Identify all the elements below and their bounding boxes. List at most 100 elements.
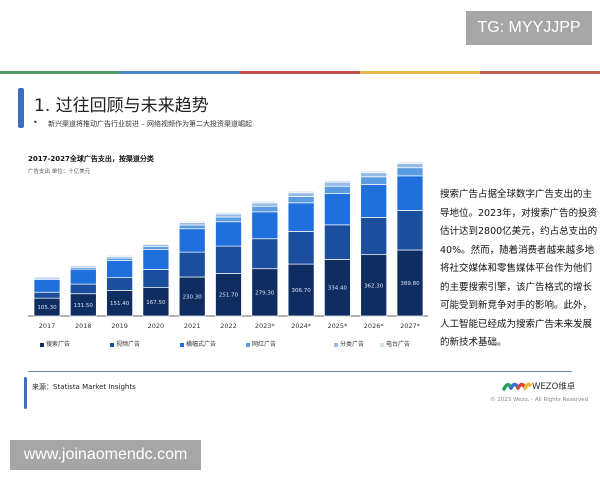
bar-segment: [251, 205, 279, 213]
bar-segment: [287, 202, 315, 232]
stripe-segment: [240, 71, 360, 74]
source-note: 来源：Statista Market Insights: [32, 383, 136, 391]
bar-segment: [360, 184, 388, 218]
x-tick-label: 2021: [184, 322, 201, 330]
footer-accent-bar: [24, 377, 27, 409]
bar-segment: [396, 210, 424, 251]
bar-segment: [396, 175, 424, 211]
bar-segment: [106, 254, 133, 257]
legend-label: 分类广告: [340, 341, 365, 348]
x-tick-label: 2017: [39, 322, 56, 330]
data-label: 251.70: [219, 293, 239, 299]
color-stripe: [0, 71, 600, 74]
bar-segment: [215, 245, 242, 274]
legend-label: 搜索广告: [46, 341, 71, 348]
bar-segment: [324, 193, 351, 226]
legend-item: 网红广告: [246, 339, 276, 348]
bar-segment: [215, 213, 242, 218]
slide-subtitle: 新兴渠道将推动广告行业前进 – 网络视频作为第二大投资渠道崛起: [48, 120, 252, 128]
bar-segment: [178, 251, 206, 278]
legend-swatch: [180, 342, 184, 347]
bar-segment: [324, 180, 351, 183]
x-tick-label: 2024*: [291, 322, 312, 330]
copyright: © 2023 Wezo. - All Rights Reserved: [490, 397, 589, 403]
bar-segment: [142, 246, 170, 250]
bar-segment: [33, 276, 61, 278]
watermark-bottom: www.joinaomendc.com: [10, 440, 201, 470]
bar-segment: [69, 264, 97, 267]
bar-segment: [324, 224, 351, 260]
x-tick-label: 2020: [148, 322, 165, 330]
bar-segment: [142, 243, 170, 245]
bar-segment: [360, 170, 388, 174]
chart-title: 2017-2027全球广告支出，按渠道分类: [28, 155, 154, 163]
stripe-segment: [360, 71, 480, 74]
data-label: 131.50: [74, 303, 94, 309]
bar-segment: [142, 269, 170, 288]
bar-segment: [287, 190, 315, 194]
footer-divider: [28, 371, 572, 372]
bar-segment: [324, 181, 351, 187]
title-accent-bar: [18, 88, 24, 128]
bar-segment: [251, 211, 279, 240]
legend-label: 电台广告: [386, 341, 411, 348]
x-tick-label: 2026*: [364, 322, 385, 330]
bar-segment: [69, 283, 97, 295]
bar-segment: [287, 192, 315, 197]
legend-swatch: [246, 342, 250, 347]
bar-segment: [396, 167, 424, 177]
bar-segment: [287, 196, 315, 204]
bar-segment: [215, 273, 242, 317]
x-tick-label: 2019: [111, 322, 128, 330]
chart-unit: 广告支出 单位：十亿美元: [28, 169, 91, 175]
legend-item: 分类广告: [334, 339, 364, 348]
bar-segment: [360, 172, 388, 178]
bar-segment: [178, 222, 206, 226]
x-tick-label: 2022: [220, 322, 237, 330]
x-tick-label: 2018: [75, 322, 92, 330]
legend-label: 视频广告: [116, 341, 141, 348]
bar-segment: [178, 220, 206, 223]
bar-segment: [324, 259, 351, 317]
legend-item: 视频广告: [110, 339, 140, 348]
bar-segment: [360, 176, 388, 185]
bar-segment: [106, 260, 133, 279]
data-label: 306.70: [291, 288, 311, 294]
bar-segment: [215, 221, 242, 247]
bar-segment: [215, 216, 242, 223]
stripe-segment: [480, 71, 600, 74]
bar-segment: [251, 202, 279, 207]
legend-swatch: [334, 342, 338, 347]
bar-segment: [287, 263, 315, 317]
bar-segment: [142, 249, 170, 270]
bullet-icon: •: [33, 118, 38, 127]
data-label: 334.40: [328, 286, 348, 292]
bar-segment: [69, 268, 97, 285]
legend-swatch: [40, 342, 44, 347]
legend-item: 搜索广告: [40, 339, 70, 348]
bar-segment: [33, 279, 61, 293]
stripe-segment: [0, 71, 120, 74]
bar-segment: [106, 257, 133, 261]
wezo-logo-icon: [502, 382, 532, 391]
data-label: 167.50: [146, 300, 166, 306]
logo-text: WEZO维卓: [532, 382, 576, 392]
x-tick-label: 2025*: [328, 322, 349, 330]
data-label: 151.40: [110, 301, 130, 307]
data-label: 362.30: [364, 283, 384, 289]
data-label: 389.80: [400, 281, 420, 287]
stripe-segment: [120, 71, 240, 74]
slide-title: 1. 过往回顾与未来趋势: [34, 96, 209, 116]
bar-segment: [360, 254, 388, 317]
bar-segment: [251, 238, 279, 270]
bar-segment: [178, 224, 206, 230]
legend-swatch: [380, 342, 384, 347]
bar-segment: [396, 163, 424, 169]
x-tick-label: 2023*: [255, 322, 276, 330]
watermark-top: TG: MYYJJPP: [466, 11, 592, 45]
data-label: 105.30: [37, 305, 57, 311]
bar-segment: [360, 217, 388, 256]
stacked-bar-chart: 105.30 2017 131.50 2018 151.40 2019 167.50 2020…: [28, 161, 428, 330]
wezo-logo: WEZO维卓: [502, 379, 575, 393]
legend-label: 网红广告: [252, 341, 277, 348]
